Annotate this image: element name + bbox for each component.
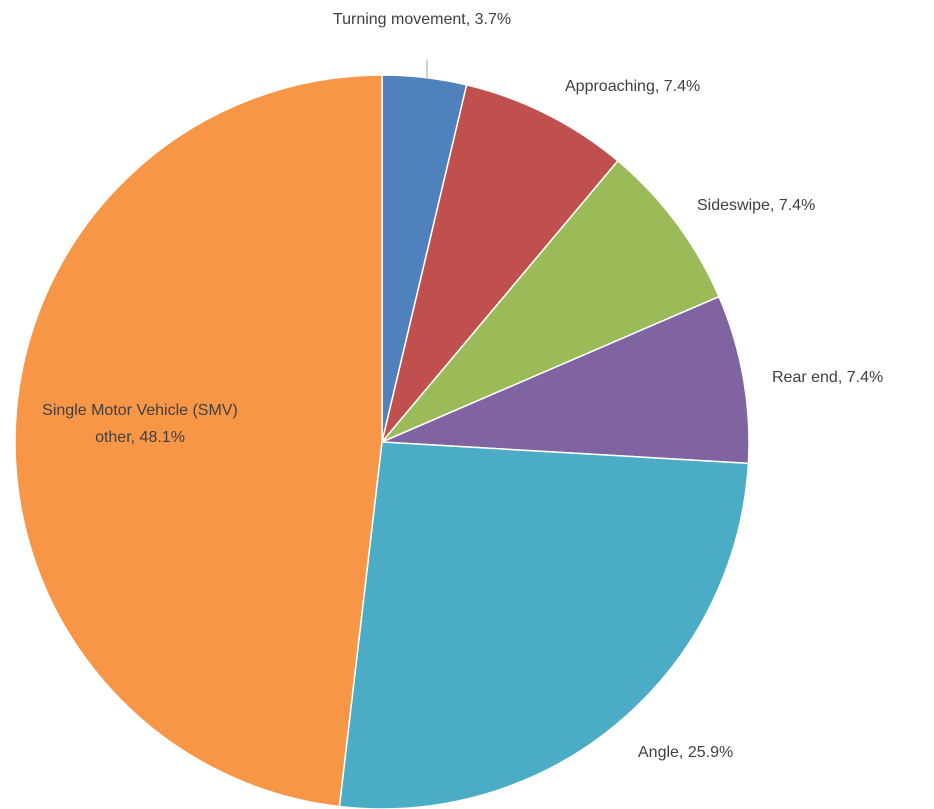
value-label: 25.9% [687,744,734,761]
value-label: 7.4% [846,369,884,386]
category-label: Turning movement, [332,11,471,28]
pie-slice [338,441,750,809]
category-label: Approaching, [565,78,660,95]
data-label: Single Motor Vehicle (SMV) other, 48.1% [20,397,260,451]
value-label: 48.1% [139,429,185,446]
category-label: Sideswipe, [697,197,775,214]
data-label: Angle, 25.9% [638,739,733,766]
category-label: Rear end, [772,369,843,386]
data-label: Turning movement, 3.7% [332,6,512,33]
data-label: Rear end, 7.4% [772,364,883,391]
pie-slice [381,83,619,443]
pie-slice [381,295,750,465]
data-label: Approaching, 7.4% [565,73,700,100]
data-label: Sideswipe, 7.4% [697,192,815,219]
value-label: 3.7% [474,11,512,28]
pie-slice [381,159,720,443]
value-label: 7.4% [778,197,816,214]
category-label: Single Motor Vehicle (SMV) other, [42,402,238,446]
category-label: Angle, [638,744,684,761]
value-label: 7.4% [663,78,701,95]
pie-slice [14,74,383,808]
